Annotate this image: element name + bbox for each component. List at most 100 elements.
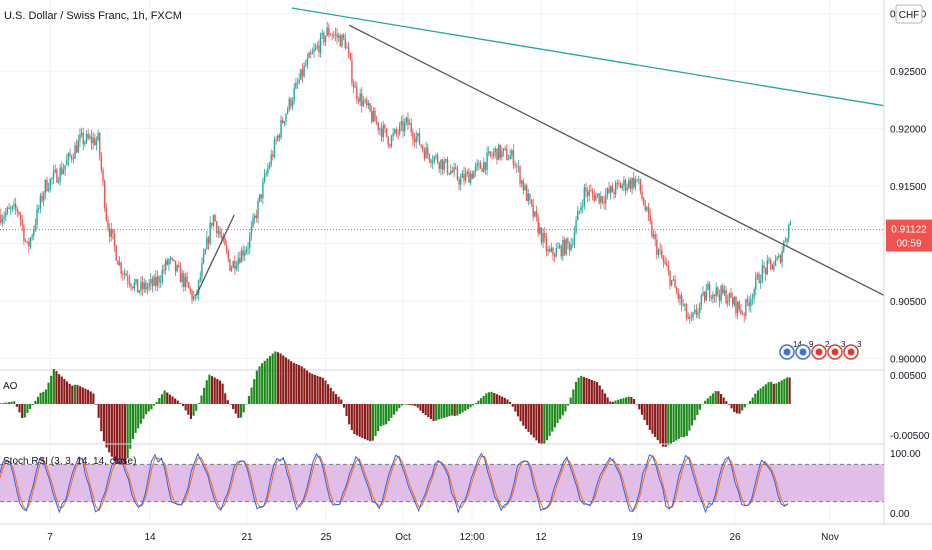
candle-body: [331, 35, 333, 37]
ao-tick-high: 0.00500: [890, 371, 927, 382]
event-badge[interactable]: 9: [795, 340, 814, 360]
ao-bar: [321, 377, 324, 404]
trendline[interactable]: [291, 7, 885, 107]
ao-bar: [221, 383, 224, 404]
candle-body: [759, 281, 762, 284]
candle-body: [323, 32, 325, 43]
ao-bar: [334, 394, 338, 404]
candle-body: [69, 153, 71, 156]
time-axis[interactable]: 7 14 21 25 Oct 12:00 12 19 26 Nov: [0, 523, 932, 550]
ao-bar: [669, 404, 673, 444]
candle-body: [207, 237, 210, 244]
candle-body: [176, 265, 178, 272]
ao-bar: [137, 404, 140, 429]
ao-bar: [319, 376, 322, 404]
candle-body: [230, 267, 233, 271]
candle-body: [308, 53, 310, 58]
candle-body: [611, 186, 614, 193]
ao-bar: [52, 368, 55, 404]
ao-bar: [416, 404, 419, 408]
candle-body: [652, 234, 655, 237]
trendline[interactable]: [348, 24, 885, 296]
candle-body: [672, 279, 675, 281]
rsi-label: Stoch RSI (3, 3, 14, 14, close): [3, 456, 136, 467]
ao-bar: [414, 404, 417, 406]
currency-badge[interactable]: CHF: [895, 4, 923, 24]
candle-body: [14, 203, 17, 209]
candle-body: [161, 269, 164, 282]
ao-bar: [664, 404, 667, 447]
ao-bar: [298, 365, 301, 404]
ao-bar: [775, 383, 778, 404]
candle-body: [529, 193, 531, 200]
ao-bar: [327, 384, 330, 404]
candle-body: [392, 133, 394, 137]
candle-body: [547, 249, 549, 252]
ao-bar: [751, 397, 754, 404]
price-axis[interactable]: 0.930000.925000.920000.915000.910000.905…: [883, 0, 932, 524]
ao-bar: [482, 395, 485, 404]
candle-body: [440, 159, 442, 169]
event-badge-count: 2: [825, 340, 830, 349]
rsi-pane[interactable]: Stoch RSI (3, 3, 14, 14, close): [0, 452, 884, 514]
trendline[interactable]: [195, 214, 235, 296]
candle-body: [766, 260, 768, 275]
candle-body: [318, 45, 320, 53]
ao-bar: [572, 389, 575, 404]
trendlines[interactable]: [195, 7, 885, 296]
event-badge[interactable]: 3: [843, 340, 862, 360]
candle-body: [54, 169, 56, 172]
candle-body: [646, 207, 648, 211]
candle-body: [44, 179, 47, 194]
ao-bar: [429, 404, 433, 420]
candle-body: [427, 147, 429, 155]
time-tick-label: 12: [535, 532, 547, 543]
candle-body: [667, 266, 670, 271]
candle-body: [763, 265, 765, 269]
ao-bar: [58, 374, 61, 404]
ao-bar: [469, 404, 472, 408]
candle-body: [214, 215, 216, 222]
ao-bar: [458, 404, 462, 414]
candle-body: [184, 276, 187, 288]
candle-body: [680, 295, 683, 305]
price-tick-label: 0.90000: [890, 355, 927, 366]
candle-body: [394, 129, 396, 134]
candle-body: [194, 294, 197, 297]
candle-body: [8, 207, 10, 209]
candle-body: [674, 279, 676, 288]
candle-body: [461, 173, 464, 178]
ao-bar: [477, 400, 480, 404]
ao-bar: [10, 401, 13, 404]
candle-body: [524, 185, 526, 191]
candle-body: [262, 181, 264, 199]
candle-body: [769, 259, 772, 264]
candle-body: [72, 158, 75, 160]
candle-body: [624, 179, 627, 191]
candle-body: [272, 154, 274, 157]
candle-body: [489, 151, 492, 156]
event-badges[interactable]: 14 9 2 3 3: [779, 340, 862, 360]
candle-body: [771, 263, 773, 270]
candle-body: [575, 220, 577, 233]
ao-bar: [741, 404, 744, 411]
candle-body: [550, 247, 553, 252]
ao-bar: [263, 360, 266, 404]
ao-bar: [305, 370, 309, 404]
event-badge[interactable]: 2: [811, 340, 830, 360]
ao-pane[interactable]: AO: [0, 351, 791, 469]
ao-bar: [377, 404, 380, 432]
candle-body: [131, 286, 134, 289]
event-badge[interactable]: 3: [827, 340, 846, 360]
ao-bar: [89, 391, 92, 404]
ao-bar: [667, 404, 670, 446]
candle-body: [281, 119, 284, 123]
candle-body: [324, 35, 327, 43]
ao-bar: [693, 404, 696, 421]
price-pane[interactable]: 14 9 2 3 3 U.S. Dollar / Swiss Franc, 1h, FX…: [0, 0, 885, 524]
candle-body: [133, 282, 136, 289]
event-badge[interactable]: 14: [779, 340, 802, 360]
candle-body: [687, 317, 689, 319]
ao-bar: [514, 404, 517, 412]
candle-body: [270, 154, 272, 166]
